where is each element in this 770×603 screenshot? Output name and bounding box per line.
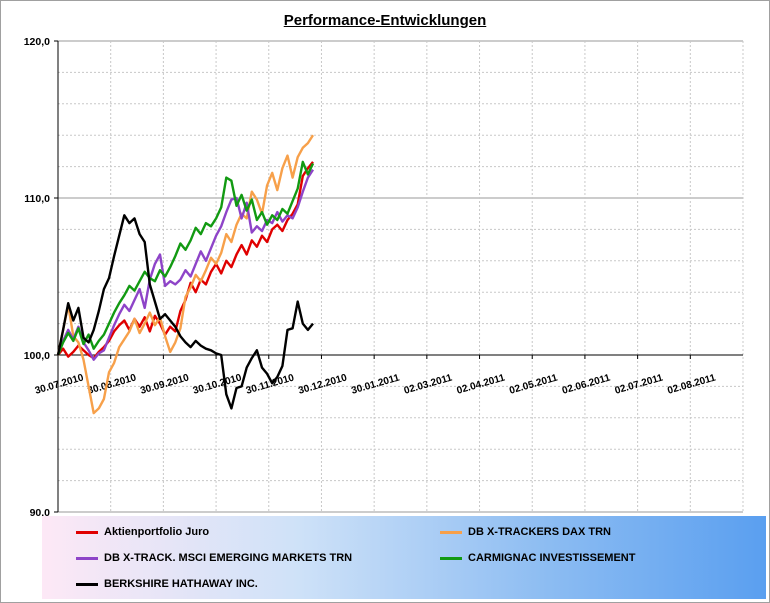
series-line-2 <box>56 169 315 361</box>
chart-title: Performance-Entwicklungen <box>283 12 487 29</box>
legend-label: CARMIGNAC INVESTISSEMENT <box>468 552 636 564</box>
legend: Aktienportfolio Juro DB X-TRACKERS DAX T… <box>42 516 766 599</box>
legend-swatch <box>76 530 98 534</box>
x-tick-label: 02.04.2011 <box>456 372 507 396</box>
series-line-0 <box>57 161 314 360</box>
legend-label: BERKSHIRE HATHAWAY INC. <box>104 578 258 590</box>
legend-swatch <box>440 556 462 560</box>
x-tick-label: 30.07.2010 <box>34 372 86 396</box>
legend-item-dax: DB X-TRACKERS DAX TRN <box>440 526 611 538</box>
legend-swatch <box>76 582 98 586</box>
series-line-4 <box>56 214 314 410</box>
x-tick-label: 30.08.2010 <box>86 372 138 396</box>
x-tick-label: 02.03.2011 <box>403 372 454 396</box>
y-tick-label: 120,0 <box>24 36 50 48</box>
legend-item-msci-em: DB X-TRACK. MSCI EMERGING MARKETS TRN <box>76 552 352 564</box>
legend-label: DB X-TRACKERS DAX TRN <box>468 526 611 538</box>
x-tick-label: 02.06.2011 <box>561 372 612 396</box>
x-tick-label: 30.12.2010 <box>297 372 349 396</box>
legend-item-berkshire: BERKSHIRE HATHAWAY INC. <box>76 578 258 590</box>
legend-swatch <box>76 556 98 560</box>
x-tick-label: 02.08.2011 <box>666 372 717 396</box>
series-line-1 <box>56 134 315 415</box>
legend-label: DB X-TRACK. MSCI EMERGING MARKETS TRN <box>104 552 353 564</box>
legend-swatch <box>440 530 462 534</box>
x-tick-label: 02.07.2011 <box>614 372 665 396</box>
series-line-3 <box>56 160 315 356</box>
x-tick-label: 30.09.2010 <box>139 372 191 396</box>
legend-item-carmignac: CARMIGNAC INVESTISSEMENT <box>440 552 635 564</box>
y-tick-label: 100,0 <box>24 350 50 362</box>
legend-item-aktienportfolio: Aktienportfolio Juro <box>76 526 209 538</box>
legend-label: Aktienportfolio Juro <box>104 526 210 538</box>
y-tick-label: 110,0 <box>24 193 50 205</box>
x-tick-label: 02.05.2011 <box>508 372 559 396</box>
x-tick-label: 30.11.2010 <box>245 372 296 396</box>
x-tick-label: 30.01.2011 <box>350 372 401 396</box>
